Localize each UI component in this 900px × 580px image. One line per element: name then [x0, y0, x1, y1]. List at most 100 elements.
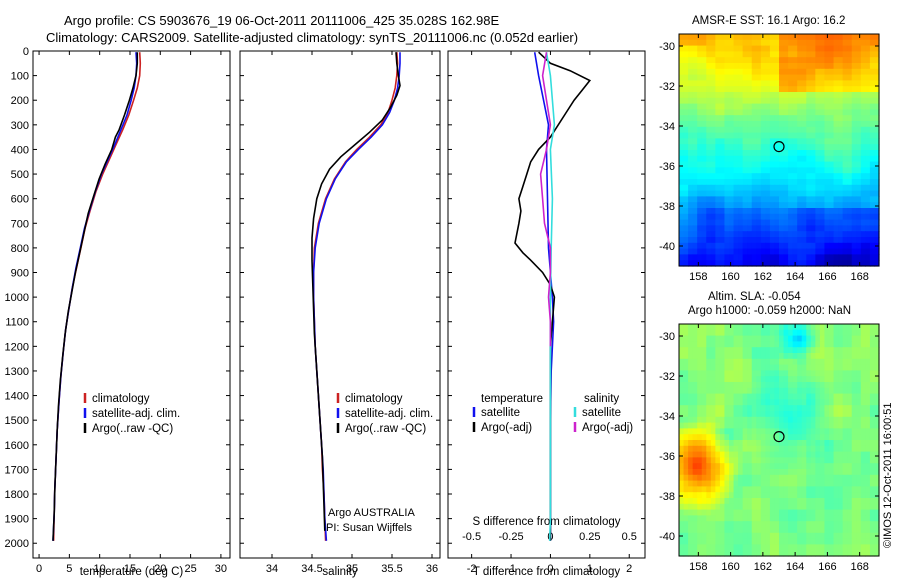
heatmap-cell	[806, 416, 812, 424]
heatmap-cell	[774, 51, 780, 58]
heatmap-cell	[692, 51, 698, 58]
heatmap-cell	[806, 74, 812, 81]
heatmap-cell	[856, 353, 862, 360]
heatmap-cell	[715, 213, 721, 221]
heatmap-cell	[742, 132, 748, 139]
heatmap-cell	[806, 358, 812, 366]
heatmap-cell	[838, 498, 844, 505]
heatmap-cell	[751, 225, 757, 232]
heatmap-cell	[688, 341, 694, 348]
heatmap-cell	[815, 382, 821, 389]
heatmap-cell	[679, 405, 685, 412]
heatmap-cell	[874, 509, 880, 516]
heatmap-cell	[760, 121, 766, 128]
heatmap-cell	[765, 161, 771, 168]
heatmap-cell	[847, 393, 853, 400]
heatmap-cell	[779, 97, 785, 105]
heatmap-cell	[765, 219, 771, 226]
heatmap-cell	[701, 364, 707, 371]
heatmap-cell	[765, 347, 771, 354]
heatmap-cell	[856, 138, 862, 145]
heatmap-cell	[706, 358, 712, 366]
heatmap-cell	[824, 382, 830, 389]
heatmap-cell	[747, 242, 753, 250]
heatmap-cell	[874, 498, 880, 505]
heatmap-cell	[819, 474, 826, 482]
heatmap-cell	[815, 92, 821, 99]
heatmap-cell	[869, 219, 876, 226]
heatmap-cell	[865, 341, 871, 348]
heatmap-cell	[810, 68, 816, 76]
heatmap-cell	[792, 492, 798, 499]
heatmap-cell	[865, 329, 871, 337]
heatmap-cell	[692, 63, 698, 70]
heatmap-cell	[756, 503, 762, 511]
heatmap-cell	[769, 109, 776, 116]
heatmap-cell	[856, 51, 862, 58]
heatmap-cell	[810, 486, 816, 493]
heatmap-cell	[806, 440, 812, 447]
heatmap-cell	[715, 138, 721, 145]
heatmap-cell	[856, 515, 862, 522]
heatmap-cell	[851, 370, 857, 377]
heatmap-cell	[774, 451, 780, 458]
heatmap-cell	[742, 544, 748, 551]
heatmap-cell	[756, 335, 762, 342]
heatmap-cell	[729, 480, 735, 487]
heatmap-cell	[724, 329, 730, 337]
heatmap-cell	[683, 544, 689, 551]
heatmap-cell	[788, 550, 794, 557]
heatmap-cell	[697, 428, 703, 435]
heatmap-cell	[706, 126, 712, 134]
heatmap-cell	[869, 440, 876, 447]
heatmap-cell	[851, 144, 857, 151]
heatmap-cell	[838, 103, 844, 110]
heatmap-cell	[779, 324, 785, 331]
heatmap-cell	[819, 167, 826, 174]
heatmap-cell	[765, 45, 771, 52]
heatmap-cell	[738, 126, 744, 134]
heatmap-cell	[760, 416, 766, 424]
heatmap-cell	[733, 492, 739, 499]
heatmap-cell	[838, 544, 844, 551]
heatmap-cell	[806, 126, 812, 134]
heatmap-cell	[788, 115, 794, 122]
heatmap-cell	[788, 86, 794, 93]
heatmap-cell	[706, 132, 712, 139]
heatmap-cell	[688, 173, 694, 180]
heatmap-cell	[860, 237, 866, 244]
heatmap-cell	[688, 109, 694, 116]
heatmap-cell	[710, 190, 716, 197]
heatmap-cell	[719, 399, 726, 406]
heatmap-cell	[719, 225, 726, 232]
heatmap-cell	[765, 63, 771, 70]
heatmap-cell	[747, 179, 753, 186]
heatmap-cell	[742, 538, 748, 545]
heatmap-cell	[724, 225, 730, 232]
heatmap-cell	[742, 109, 748, 116]
heatmap-cell	[729, 347, 735, 354]
heatmap-cell	[769, 457, 776, 464]
heatmap-cell	[856, 474, 862, 482]
heatmap-cell	[779, 34, 785, 41]
heatmap-cell	[719, 219, 726, 226]
heatmap-cell	[756, 486, 762, 493]
heatmap-cell	[706, 538, 712, 545]
heatmap-cell	[856, 457, 862, 464]
heatmap-cell	[774, 68, 780, 76]
heatmap-cell	[683, 260, 689, 267]
heatmap-cell	[792, 80, 798, 87]
sla-map-title-line2: Argo h1000: -0.059 h2000: NaN	[688, 305, 852, 317]
heatmap-cell	[801, 57, 807, 64]
heatmap-cell	[847, 103, 853, 110]
heatmap-cell	[701, 155, 707, 163]
heatmap-cell	[788, 150, 794, 157]
heatmap-cell	[824, 45, 830, 52]
heatmap-cell	[824, 498, 830, 505]
heatmap-cell	[710, 51, 716, 58]
heatmap-cell	[679, 39, 685, 47]
heatmap-cell	[701, 376, 707, 383]
heatmap-cell	[847, 405, 853, 412]
heatmap-cell	[729, 68, 735, 76]
heatmap-cells	[679, 324, 880, 557]
